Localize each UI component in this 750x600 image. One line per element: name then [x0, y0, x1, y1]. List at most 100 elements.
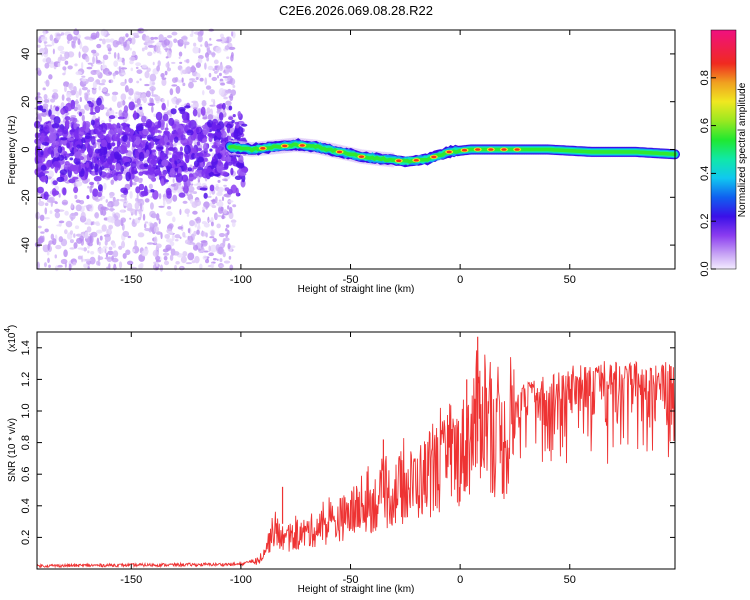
spectrogram-core-point — [151, 149, 156, 153]
spectrogram-core-point — [123, 105, 129, 113]
spectrogram-core-point — [135, 123, 144, 132]
spectrogram-noise-point — [137, 177, 143, 184]
spectrogram-core-point — [230, 184, 238, 194]
spectrogram-noise-point — [97, 247, 105, 254]
spectrogram-core-point — [221, 138, 229, 142]
spectrogram-noise-point — [159, 264, 164, 272]
spectrogram-noise-point — [101, 209, 107, 216]
spectrogram-noise-point — [105, 199, 109, 203]
spectrogram-noise-point — [69, 213, 76, 220]
spectrogram-noise-point — [131, 248, 136, 253]
spectrogram-noise-point — [136, 193, 139, 201]
spectrogram-noise-point — [52, 89, 58, 93]
spectrogram-core-point — [225, 156, 232, 162]
spectrogram-noise-point — [98, 82, 106, 86]
spectrogram-noise-point — [55, 244, 62, 250]
spectrogram-noise-point — [187, 185, 195, 193]
spectrogram-core-point — [195, 169, 200, 177]
spectrogram-noise-point — [144, 45, 148, 50]
spectrogram-noise-point — [96, 59, 101, 64]
spectrogram-noise-point — [225, 224, 230, 228]
spectrogram-noise-point — [43, 99, 50, 103]
spectrogram-noise-point — [64, 60, 69, 65]
spectrogram-noise-point — [109, 107, 112, 111]
spectrogram-core-point — [68, 178, 76, 184]
spectrogram-noise-point — [87, 178, 90, 182]
colorbar: 0.0 0.2 0.4 0.6 0.8 Normalized spectral ampl… — [699, 29, 748, 277]
spectrogram-noise-point — [219, 264, 225, 268]
spectrogram-core-point — [188, 173, 195, 182]
spectrogram-noise-point — [67, 65, 73, 70]
spectrogram-noise-point — [169, 88, 174, 96]
spectrogram-core-point — [73, 186, 79, 194]
spectrogram-noise-point — [225, 65, 232, 69]
spectrogram-core-point — [92, 188, 99, 197]
spectrogram-noise-point — [144, 198, 150, 203]
colorbar-tick-label: 0.6 — [699, 118, 711, 133]
spectrogram-core-point — [116, 173, 123, 181]
spectrogram-noise-point — [202, 206, 206, 210]
spectrogram-core-point — [84, 171, 89, 180]
spectrogram-noise-point — [59, 56, 67, 61]
spectrogram-noise-point — [225, 133, 231, 137]
spectrogram-noise-point — [48, 264, 51, 268]
spectrogram-noise-point — [137, 200, 142, 203]
spectrogram-core-point — [228, 161, 233, 166]
spectrogram-noise-point — [102, 246, 108, 249]
spectrogram-noise-point — [90, 250, 95, 255]
spectrogram-noise-point — [138, 264, 143, 269]
spectrogram-noise-point — [47, 257, 50, 263]
spectrogram-core-point — [215, 131, 222, 137]
spectrogram-noise-point — [98, 241, 101, 246]
spectrogram-noise-point — [166, 201, 170, 205]
spectrogram-noise-point — [204, 40, 209, 48]
spectrogram-noise-point — [89, 235, 92, 243]
spectrogram-core-point — [150, 188, 155, 193]
spectrogram-hotspot-core — [413, 158, 419, 162]
spectrogram-core-point — [66, 142, 70, 149]
spectrogram-noise-point — [227, 205, 230, 210]
spectrogram-noise-point — [187, 252, 195, 261]
spectrogram-core-point — [217, 159, 222, 166]
spectrogram-core-point — [48, 109, 52, 117]
spectrogram-noise-point — [175, 261, 180, 265]
spectrogram-noise-point — [221, 196, 225, 202]
spectrogram-noise-point — [37, 69, 42, 76]
spectrogram-core-point — [154, 169, 162, 176]
spectrogram-noise-point — [210, 244, 217, 253]
spectrogram-noise-point — [228, 200, 234, 203]
spectrogram-noise-point — [212, 257, 217, 261]
spectrogram-noise-point — [201, 90, 205, 96]
spectrogram-noise-point — [228, 46, 236, 50]
spectrogram-noise-point — [73, 242, 78, 249]
spectrogram-core-point — [184, 105, 191, 109]
spectrogram-noise-point — [214, 65, 218, 69]
spectrogram-noise-point — [81, 78, 87, 82]
spectrogram-noise-point — [130, 67, 134, 72]
spectrogram-core-point — [90, 119, 95, 126]
spectrogram-core-point — [65, 102, 73, 112]
spectrogram-noise-point — [42, 87, 46, 91]
snr-panel: -150 -100 -50 0 50 0.2 0.4 0.6 0.8 1.0 1.2 1.4 Hei… — [3, 325, 676, 595]
spectrogram-core-point — [178, 107, 186, 112]
spectrogram-core-point — [69, 117, 76, 122]
spectrogram-core-point — [56, 128, 64, 137]
spectrogram-core-point — [105, 172, 112, 179]
spectrogram-noise-point — [181, 77, 184, 83]
snr-xtick-label: -50 — [343, 574, 359, 586]
spectrogram-noise-point — [227, 243, 231, 250]
spectrogram-noise-point — [222, 251, 226, 258]
spectrogram-noise-point — [201, 100, 207, 107]
spectrogram-noise-point — [54, 254, 57, 259]
spectrogram-noise-point — [202, 209, 205, 213]
spectrogram-core-point — [162, 169, 168, 175]
spectrogram-core-point — [52, 141, 60, 146]
spectrogram-noise-point — [214, 196, 218, 204]
spectrogram-noise-point — [213, 212, 218, 221]
spectrogram-noise-point — [87, 185, 90, 189]
spectrogram-core-point — [143, 163, 149, 168]
spectrogram-noise-point — [172, 178, 175, 184]
snr-exponent-power: 4 — [3, 328, 12, 333]
spectrogram-hotspot-core — [446, 150, 452, 154]
spectrogram-noise-point — [101, 87, 108, 93]
